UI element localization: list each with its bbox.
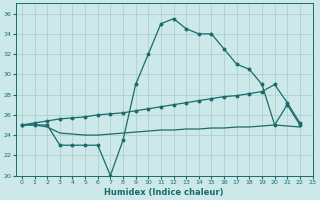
X-axis label: Humidex (Indice chaleur): Humidex (Indice chaleur) [104,188,224,197]
